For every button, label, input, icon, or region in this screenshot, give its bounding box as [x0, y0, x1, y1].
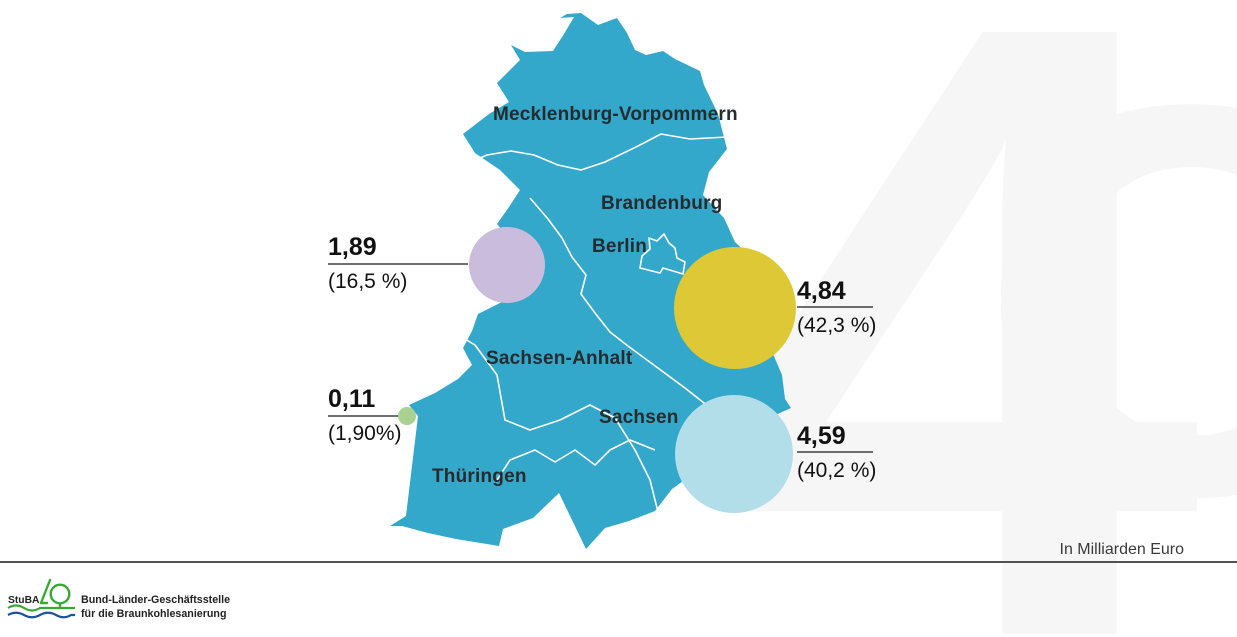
- svg-text:für die Braunkohlesanierung: für die Braunkohlesanierung: [81, 608, 227, 620]
- svg-text:(40,2 %): (40,2 %): [797, 459, 876, 482]
- svg-text:4,59: 4,59: [797, 422, 846, 450]
- svg-text:4,84: 4,84: [797, 277, 846, 305]
- svg-text:Berlin: Berlin: [592, 236, 647, 257]
- svg-text:Mecklenburg-Vorpommern: Mecklenburg-Vorpommern: [493, 104, 738, 125]
- svg-text:StuBA: StuBA: [8, 595, 40, 606]
- svg-text:(16,5 %): (16,5 %): [328, 270, 407, 293]
- svg-text:Thüringen: Thüringen: [432, 466, 527, 487]
- svg-text:Brandenburg: Brandenburg: [601, 193, 722, 214]
- svg-text:Sachsen-Anhalt: Sachsen-Anhalt: [486, 348, 633, 369]
- svg-text:Sachsen: Sachsen: [599, 407, 679, 428]
- svg-text:(1,90%): (1,90%): [328, 422, 402, 445]
- svg-text:(42,3 %): (42,3 %): [797, 314, 876, 337]
- svg-text:In Milliarden Euro: In Milliarden Euro: [1060, 541, 1185, 558]
- svg-text:Bund-Länder-Geschäftsstelle: Bund-Länder-Geschäftsstelle: [81, 594, 230, 606]
- svg-text:0,11: 0,11: [328, 385, 375, 413]
- svg-text:1,89: 1,89: [328, 233, 377, 261]
